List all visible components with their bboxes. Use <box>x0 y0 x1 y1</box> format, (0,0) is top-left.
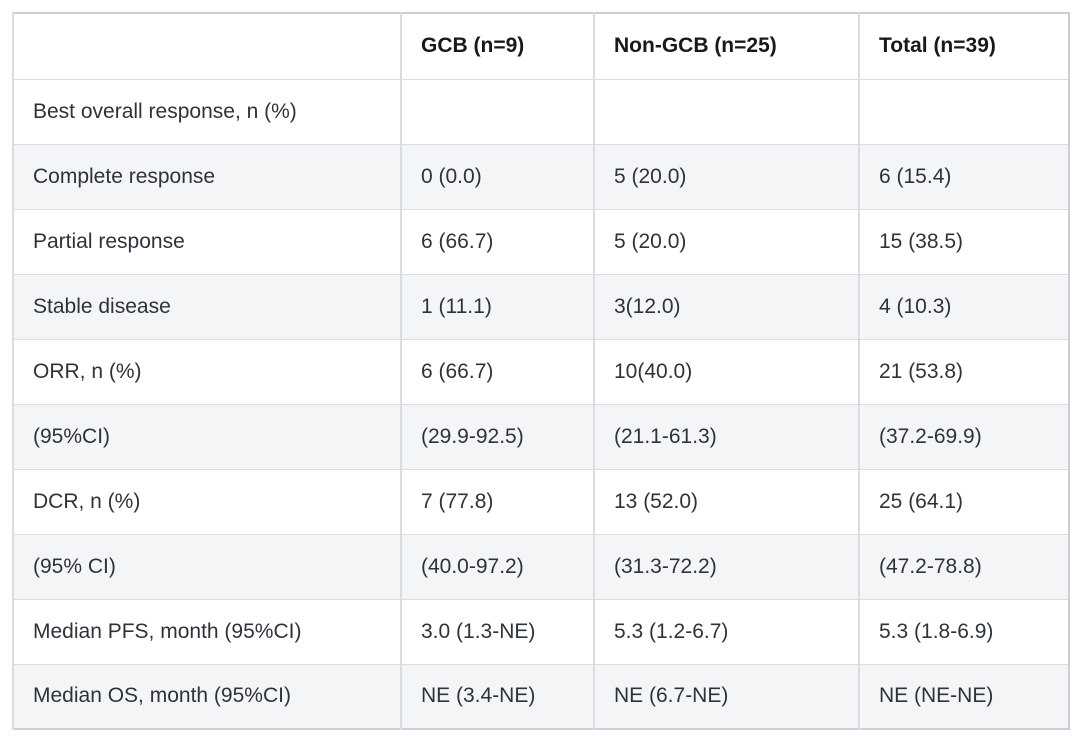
row-label: DCR, n (%) <box>12 468 402 535</box>
row-label: (95% CI) <box>12 533 402 600</box>
row-label: Best overall response, n (%) <box>12 78 402 145</box>
row-label: Median PFS, month (95%CI) <box>12 598 402 665</box>
table-row-stable-disease: Stable disease 1 (11.1) 3(12.0) 4 (10.3) <box>12 273 1070 340</box>
row-label: Partial response <box>12 208 402 275</box>
cell-gcb: 3.0 (1.3-NE) <box>400 598 595 665</box>
cell-total: (37.2-69.9) <box>858 403 1070 470</box>
cell-gcb <box>400 78 595 145</box>
cell-non-gcb: 13 (52.0) <box>593 468 860 535</box>
header-row: GCB (n=9) Non-GCB (n=25) Total (n=39) <box>12 12 1070 80</box>
cell-total: NE (NE-NE) <box>858 663 1070 730</box>
cell-gcb: 1 (11.1) <box>400 273 595 340</box>
table-row-partial-response: Partial response 6 (66.7) 5 (20.0) 15 (3… <box>12 208 1070 275</box>
results-table: GCB (n=9) Non-GCB (n=25) Total (n=39) Be… <box>12 12 1070 730</box>
cell-non-gcb: (21.1-61.3) <box>593 403 860 470</box>
row-label: (95%CI) <box>12 403 402 470</box>
cell-total: 15 (38.5) <box>858 208 1070 275</box>
row-label: Stable disease <box>12 273 402 340</box>
cell-non-gcb: (31.3-72.2) <box>593 533 860 600</box>
row-label: Complete response <box>12 143 402 210</box>
table-row-orr-ci: (95%CI) (29.9-92.5) (21.1-61.3) (37.2-69… <box>12 403 1070 470</box>
table-row-orr: ORR, n (%) 6 (66.7) 10(40.0) 21 (53.8) <box>12 338 1070 405</box>
cell-gcb: 0 (0.0) <box>400 143 595 210</box>
cell-non-gcb: NE (6.7-NE) <box>593 663 860 730</box>
column-header-gcb: GCB (n=9) <box>400 12 595 80</box>
table-row-dcr-ci: (95% CI) (40.0-97.2) (31.3-72.2) (47.2-7… <box>12 533 1070 600</box>
cell-gcb: NE (3.4-NE) <box>400 663 595 730</box>
cell-total: (47.2-78.8) <box>858 533 1070 600</box>
cell-gcb: (29.9-92.5) <box>400 403 595 470</box>
cell-total: 25 (64.1) <box>858 468 1070 535</box>
cell-total: 5.3 (1.8-6.9) <box>858 598 1070 665</box>
cell-gcb: (40.0-97.2) <box>400 533 595 600</box>
table-row-median-os: Median OS, month (95%CI) NE (3.4-NE) NE … <box>12 663 1070 730</box>
table-row-best-overall-response: Best overall response, n (%) <box>12 78 1070 145</box>
cell-non-gcb: 10(40.0) <box>593 338 860 405</box>
table-row-median-pfs: Median PFS, month (95%CI) 3.0 (1.3-NE) 5… <box>12 598 1070 665</box>
column-header-blank <box>12 12 402 80</box>
cell-total <box>858 78 1070 145</box>
cell-non-gcb: 5 (20.0) <box>593 208 860 275</box>
cell-gcb: 6 (66.7) <box>400 208 595 275</box>
cell-total: 6 (15.4) <box>858 143 1070 210</box>
cell-total: 21 (53.8) <box>858 338 1070 405</box>
row-label: Median OS, month (95%CI) <box>12 663 402 730</box>
cell-total: 4 (10.3) <box>858 273 1070 340</box>
row-label: ORR, n (%) <box>12 338 402 405</box>
cell-gcb: 7 (77.8) <box>400 468 595 535</box>
cell-non-gcb: 5.3 (1.2-6.7) <box>593 598 860 665</box>
table-row-complete-response: Complete response 0 (0.0) 5 (20.0) 6 (15… <box>12 143 1070 210</box>
column-header-total: Total (n=39) <box>858 12 1070 80</box>
cell-gcb: 6 (66.7) <box>400 338 595 405</box>
cell-non-gcb: 5 (20.0) <box>593 143 860 210</box>
cell-non-gcb: 3(12.0) <box>593 273 860 340</box>
cell-non-gcb <box>593 78 860 145</box>
column-header-non-gcb: Non-GCB (n=25) <box>593 12 860 80</box>
table-row-dcr: DCR, n (%) 7 (77.8) 13 (52.0) 25 (64.1) <box>12 468 1070 535</box>
